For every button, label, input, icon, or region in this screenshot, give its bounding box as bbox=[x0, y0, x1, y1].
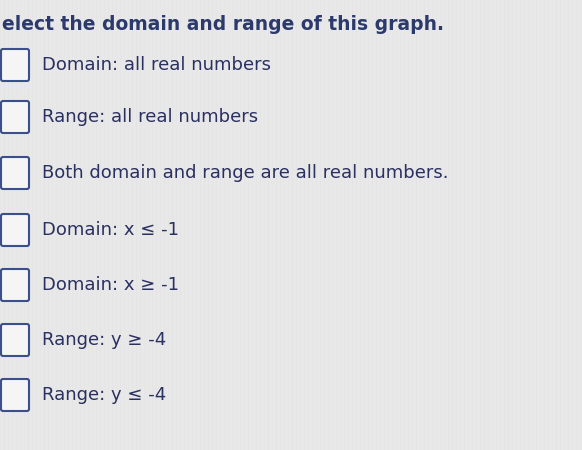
FancyBboxPatch shape bbox=[1, 379, 29, 411]
FancyBboxPatch shape bbox=[1, 324, 29, 356]
Text: Range: y ≥ -4: Range: y ≥ -4 bbox=[42, 331, 166, 349]
Text: Both domain and range are all real numbers.: Both domain and range are all real numbe… bbox=[42, 164, 449, 182]
Text: Range: y ≤ -4: Range: y ≤ -4 bbox=[42, 386, 166, 404]
Text: elect the domain and range of this graph.: elect the domain and range of this graph… bbox=[2, 15, 444, 34]
FancyBboxPatch shape bbox=[1, 157, 29, 189]
FancyBboxPatch shape bbox=[1, 101, 29, 133]
Text: Range: all real numbers: Range: all real numbers bbox=[42, 108, 258, 126]
FancyBboxPatch shape bbox=[1, 49, 29, 81]
Text: Domain: x ≥ -1: Domain: x ≥ -1 bbox=[42, 276, 179, 294]
FancyBboxPatch shape bbox=[1, 269, 29, 301]
FancyBboxPatch shape bbox=[1, 214, 29, 246]
Text: Domain: x ≤ -1: Domain: x ≤ -1 bbox=[42, 221, 179, 239]
Text: Domain: all real numbers: Domain: all real numbers bbox=[42, 56, 271, 74]
